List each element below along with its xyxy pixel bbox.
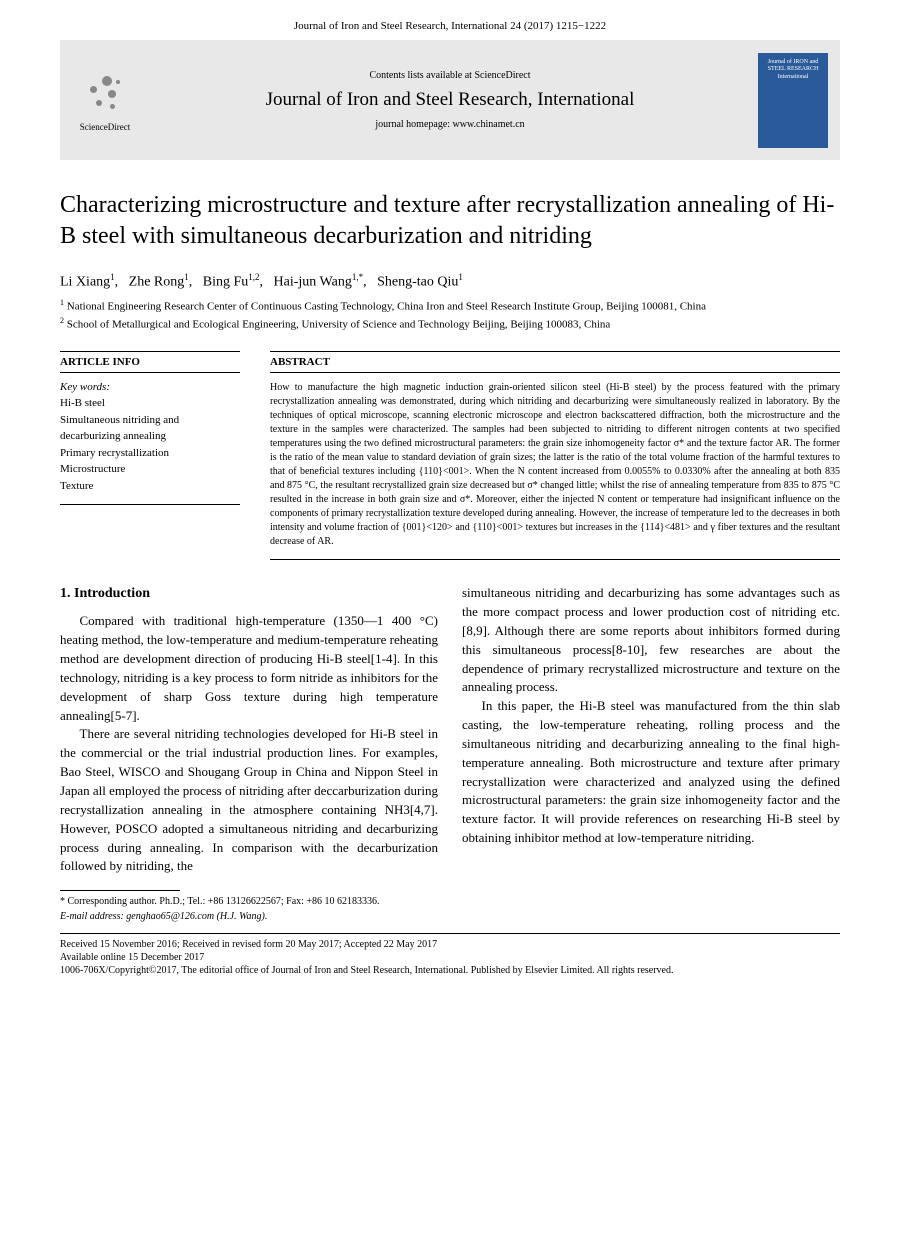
keywords-list: Hi-B steel Simultaneous nitriding and de… (60, 395, 240, 505)
affiliations: 1 National Engineering Research Center o… (60, 297, 840, 333)
journal-cover-block: Journal of IRON and STEEL RESEARCH Inter… (750, 45, 840, 156)
abstract-text: How to manufacture the high magnetic ind… (270, 381, 840, 560)
author-sup: 1,* (352, 272, 363, 282)
keywords-label: Key words: (60, 381, 240, 393)
keyword: Primary recrystallization (60, 445, 240, 462)
page-header-citation: Journal of Iron and Steel Research, Inte… (0, 0, 900, 40)
author-name: Li Xiang (60, 275, 110, 290)
author-name: Bing Fu (203, 275, 249, 290)
contents-available-text: Contents lists available at ScienceDirec… (150, 70, 750, 81)
copyright-line: 1006-706X/Copyright©2017, The editorial … (60, 964, 840, 977)
keyword: Simultaneous nitriding and decarburizing… (60, 412, 240, 445)
section-heading-introduction: 1. Introduction (60, 584, 438, 604)
body-two-columns: 1. Introduction Compared with traditiona… (60, 584, 840, 876)
author-sup: 1,2 (248, 272, 259, 282)
abstract-heading: ABSTRACT (270, 351, 840, 373)
paragraph: In this paper, the Hi-B steel was manufa… (462, 697, 840, 848)
left-column: 1. Introduction Compared with traditiona… (60, 584, 438, 876)
journal-homepage: journal homepage: www.chinamet.cn (150, 119, 750, 130)
footer-block: * Corresponding author. Ph.D.; Tel.: +86… (60, 890, 840, 977)
affiliation: 2 School of Metallurgical and Ecological… (60, 315, 840, 333)
keyword: Texture (60, 478, 240, 495)
abstract-column: ABSTRACT How to manufacture the high mag… (270, 351, 840, 560)
author-sup: 1 (110, 272, 115, 282)
email-line: E-mail address: genghao65@126.com (H.J. … (60, 910, 840, 923)
article-info-heading: ARTICLE INFO (60, 351, 240, 373)
footer-short-rule (60, 890, 180, 891)
affiliation: 1 National Engineering Research Center o… (60, 297, 840, 315)
received-dates: Received 15 November 2016; Received in r… (60, 938, 840, 951)
article-info-column: ARTICLE INFO Key words: Hi-B steel Simul… (60, 351, 240, 560)
journal-name: Journal of Iron and Steel Research, Inte… (150, 89, 750, 111)
paragraph: There are several nitriding technologies… (60, 725, 438, 876)
sciencedirect-logo-block: ScienceDirect (60, 68, 150, 132)
footer-full-rule (60, 933, 840, 934)
paragraph: Compared with traditional high-temperatu… (60, 612, 438, 725)
available-online: Available online 15 December 2017 (60, 951, 840, 964)
corresponding-author-line: * Corresponding author. Ph.D.; Tel.: +86… (60, 895, 840, 908)
paragraph: simultaneous nitriding and decarburizing… (462, 584, 840, 697)
author-sup: 1 (184, 272, 189, 282)
journal-banner: ScienceDirect Contents lists available a… (60, 40, 840, 160)
keyword: Hi-B steel (60, 395, 240, 412)
sciencedirect-label: ScienceDirect (60, 122, 150, 132)
banner-center: Contents lists available at ScienceDirec… (150, 70, 750, 130)
author-name: Sheng-tao Qiu (377, 275, 458, 290)
journal-cover-image: Journal of IRON and STEEL RESEARCH Inter… (758, 53, 828, 148)
author-name: Hai-jun Wang (274, 275, 352, 290)
sciencedirect-icon (80, 68, 130, 118)
article-info-abstract-block: ARTICLE INFO Key words: Hi-B steel Simul… (60, 351, 840, 560)
author-list: Li Xiang1, Zhe Rong1, Bing Fu1,2, Hai-ju… (60, 272, 840, 291)
keyword: Microstructure (60, 461, 240, 478)
author-sup: 1 (458, 272, 463, 282)
right-column: simultaneous nitriding and decarburizing… (462, 584, 840, 876)
article-title: Characterizing microstructure and textur… (60, 190, 840, 252)
author-name: Zhe Rong (129, 275, 185, 290)
